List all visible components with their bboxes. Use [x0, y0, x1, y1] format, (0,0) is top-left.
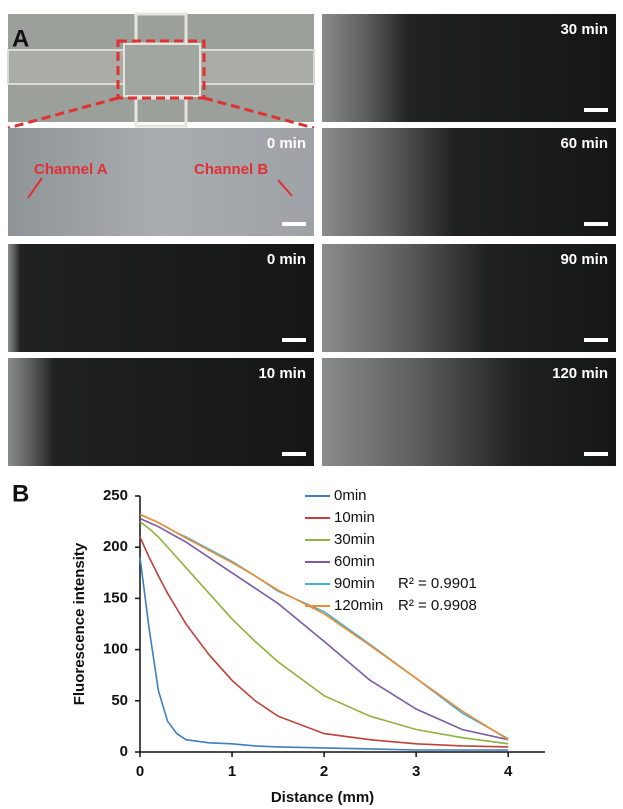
y-tick-label: 200	[103, 538, 128, 555]
series-line	[139, 517, 509, 741]
legend-label: 90min	[334, 575, 375, 592]
image-panel	[322, 14, 616, 122]
y-axis-label: Fluorescence intensity	[71, 542, 88, 705]
scale-bar	[584, 452, 608, 456]
image-panel	[8, 128, 314, 236]
time-label: 60 min	[560, 135, 608, 152]
chart: 0 50 100 150 200 250 0 1 2 3 4 Distance (mm) Fluores…	[71, 487, 545, 806]
annotation-pointer	[277, 179, 293, 197]
legend-label: 30min	[334, 531, 375, 548]
y-tick-label: 0	[120, 743, 128, 760]
x-tick-label: 1	[228, 763, 236, 780]
x-axis-label: Distance (mm)	[271, 789, 374, 806]
series-line	[139, 520, 509, 745]
time-label: 0 min	[267, 135, 306, 152]
legend-label: 120min	[334, 597, 383, 614]
y-tick-label: 50	[111, 692, 128, 709]
device-image	[7, 12, 315, 130]
annotation-pointer	[27, 177, 43, 199]
panel-label: A	[12, 25, 29, 52]
legend-label: 0min	[334, 487, 367, 504]
legend-label: 60min	[334, 553, 375, 570]
scale-bar	[584, 222, 608, 226]
series-line	[139, 513, 509, 741]
scale-bar	[282, 222, 306, 226]
image-panel	[322, 358, 616, 466]
series-line	[139, 557, 509, 751]
time-label: 10 min	[258, 365, 306, 382]
image-panel	[8, 358, 314, 466]
y-tick-label: 100	[103, 641, 128, 658]
r-squared: R² = 0.9901	[398, 575, 477, 592]
x-tick-label: 0	[136, 763, 144, 780]
scale-bar	[584, 108, 608, 112]
panel-label: B	[12, 480, 29, 507]
time-label: 30 min	[560, 21, 608, 38]
y-tick-label: 150	[103, 589, 128, 606]
x-tick-label: 3	[412, 763, 420, 780]
y-tick-label: 250	[103, 487, 128, 504]
legend-label: 10min	[334, 509, 375, 526]
x-tick-label: 2	[320, 763, 328, 780]
scale-bar	[282, 452, 306, 456]
scale-bar	[584, 338, 608, 342]
image-panel	[322, 128, 616, 236]
scale-bar	[282, 338, 306, 342]
image-panel	[8, 244, 314, 352]
x-tick-label: 4	[504, 763, 513, 780]
time-label: 120 min	[552, 365, 608, 382]
time-label: 0 min	[267, 251, 306, 268]
image-panels: 0 min Channel A Channel B 0 min 10 min 30 min…	[8, 14, 616, 466]
r-squared: R² = 0.9908	[398, 597, 477, 614]
annotation: Channel B	[194, 161, 268, 178]
annotation: Channel A	[34, 161, 108, 178]
image-panel	[322, 244, 616, 352]
time-label: 90 min	[560, 251, 608, 268]
series-line	[139, 536, 509, 748]
